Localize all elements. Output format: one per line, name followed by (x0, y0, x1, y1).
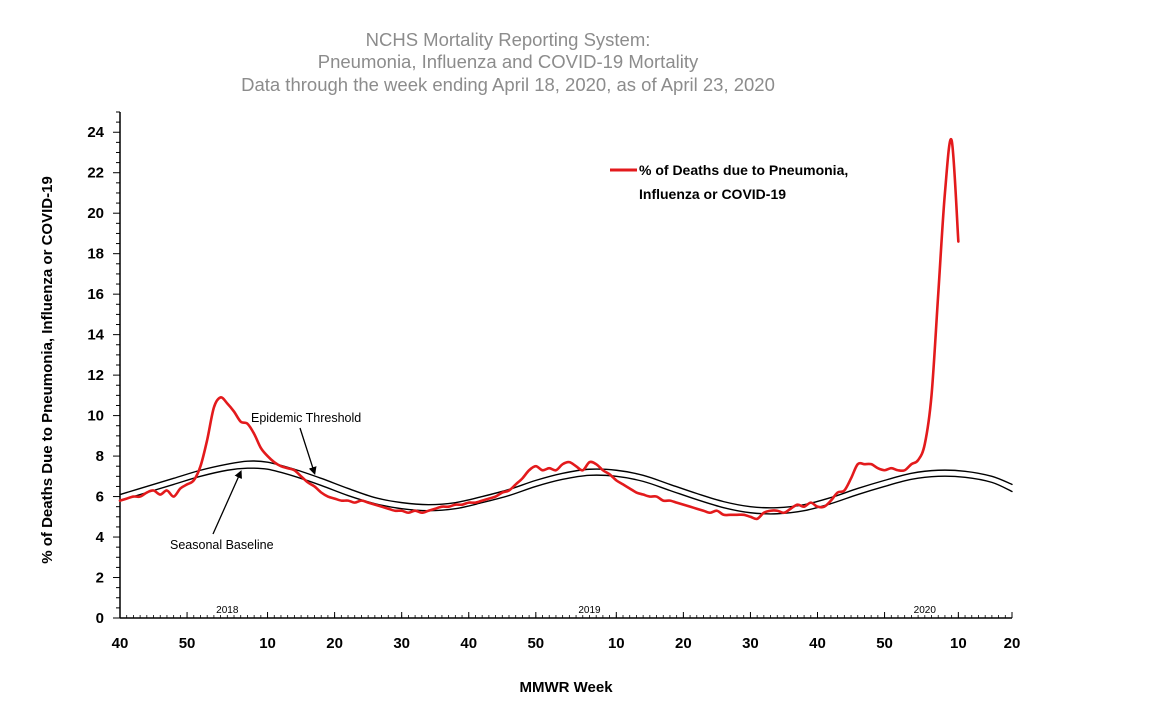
legend: % of Deaths due to Pneumonia, Influenza … (610, 162, 848, 202)
x-axis-title: MMWR Week (519, 679, 613, 696)
annotations: Epidemic Threshold Seasonal Baseline (170, 411, 361, 552)
y-tick-label: 10 (87, 408, 104, 425)
y-axis-title: % of Deaths Due to Pneumonia, Influenza … (39, 176, 56, 564)
series-line-pi-covid (118, 137, 960, 521)
chart-title-line-1: NCHS Mortality Reporting System: (366, 29, 651, 50)
annotation-arrows (212, 427, 317, 535)
x-tick-label: 20 (1004, 635, 1021, 652)
y-tick-label: 22 (87, 165, 104, 182)
x-axis-ticks: 40 50 10 20 30 40 50 10 20 30 40 50 10 20 (112, 612, 1021, 652)
x-tick-label: 50 (876, 635, 893, 652)
x-tick-label: 40 (809, 635, 826, 652)
series-lines (118, 137, 1013, 521)
x-tick-label: 10 (259, 635, 276, 652)
y-tick-label: 4 (96, 529, 105, 546)
year-labels: 2018 2019 2020 (216, 605, 936, 616)
epidemic-threshold-arrow (299, 427, 317, 475)
x-tick-label: 20 (675, 635, 692, 652)
y-tick-label: 12 (87, 367, 104, 384)
y-tick-label: 16 (87, 286, 104, 303)
chart-title-line-3: Data through the week ending April 18, 2… (241, 74, 775, 95)
y-tick-label: 6 (96, 489, 104, 506)
y-tick-label: 24 (87, 124, 104, 141)
x-tick-label: 30 (742, 635, 759, 652)
y-tick-label: 20 (87, 205, 104, 222)
seasonal-baseline-arrow (212, 470, 242, 535)
chart-title: NCHS Mortality Reporting System: Pneumon… (241, 29, 775, 95)
y-tick-label: 2 (96, 570, 104, 587)
legend-label-line-1: % of Deaths due to Pneumonia, (639, 162, 848, 178)
x-tick-label: 50 (179, 635, 196, 652)
x-tick-label: 10 (950, 635, 967, 652)
x-tick-label: 50 (527, 635, 544, 652)
x-tick-label: 10 (608, 635, 625, 652)
x-tick-label: 40 (460, 635, 477, 652)
y-tick-label: 18 (87, 246, 104, 263)
year-label: 2020 (914, 605, 937, 616)
series-line-epidemic-threshold (119, 460, 1013, 509)
y-tick-label: 14 (87, 327, 104, 344)
year-label: 2019 (578, 605, 601, 616)
y-tick-label: 0 (96, 610, 104, 627)
annotation-seasonal-baseline: Seasonal Baseline (170, 538, 274, 552)
x-tick-label: 40 (112, 635, 129, 652)
y-tick-label: 8 (96, 448, 104, 465)
legend-label-line-2: Influenza or COVID-19 (639, 186, 786, 202)
annotation-epidemic-threshold: Epidemic Threshold (251, 411, 361, 425)
series-line-seasonal-baseline (119, 467, 1013, 515)
x-tick-label: 20 (326, 635, 343, 652)
x-tick-label: 30 (393, 635, 410, 652)
chart-title-line-2: Pneumonia, Influenza and COVID-19 Mortal… (318, 51, 699, 72)
year-label: 2018 (216, 605, 239, 616)
